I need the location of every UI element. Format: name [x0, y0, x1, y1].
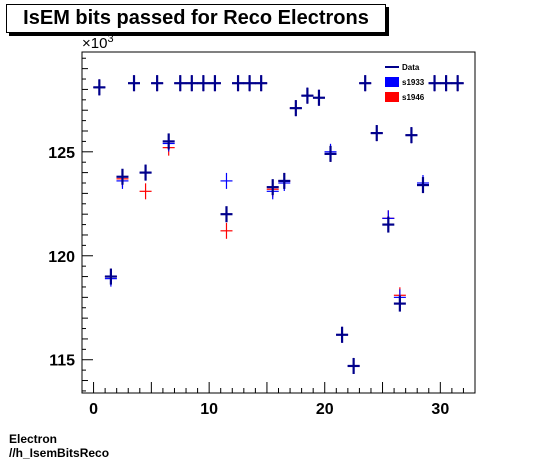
y-tick-label: 115 — [49, 353, 75, 370]
legend-label: Data — [402, 63, 420, 72]
legend-swatch-s1946 — [385, 92, 399, 102]
x-tick-label: 20 — [316, 401, 334, 418]
x-tick-label: 30 — [431, 401, 449, 418]
legend-label: s1946 — [402, 93, 425, 102]
plot-frame — [81, 51, 476, 394]
series-s1933 — [93, 75, 464, 374]
x-tick-label: 0 — [89, 401, 98, 418]
y-multiplier-label: ×103 — [82, 33, 114, 52]
footer-label: Electron — [9, 432, 58, 446]
y-tick-label: 120 — [48, 249, 75, 266]
chart-title: IsEM bits passed for Reco Electrons — [23, 7, 369, 29]
y-multiplier-exponent: 3 — [107, 33, 113, 45]
chart-title-box: IsEM bits passed for Reco Electrons — [6, 4, 386, 33]
series-data — [93, 75, 464, 374]
series-s1946 — [93, 75, 464, 374]
x-tick-label: 10 — [200, 401, 218, 418]
legend: Data s1933 s1946 — [385, 63, 425, 102]
legend-swatch-s1933 — [385, 77, 399, 87]
legend-label: s1933 — [402, 78, 425, 87]
footer-path: //h_IsemBitsReco — [9, 446, 110, 460]
y-tick-label: 125 — [48, 145, 75, 162]
